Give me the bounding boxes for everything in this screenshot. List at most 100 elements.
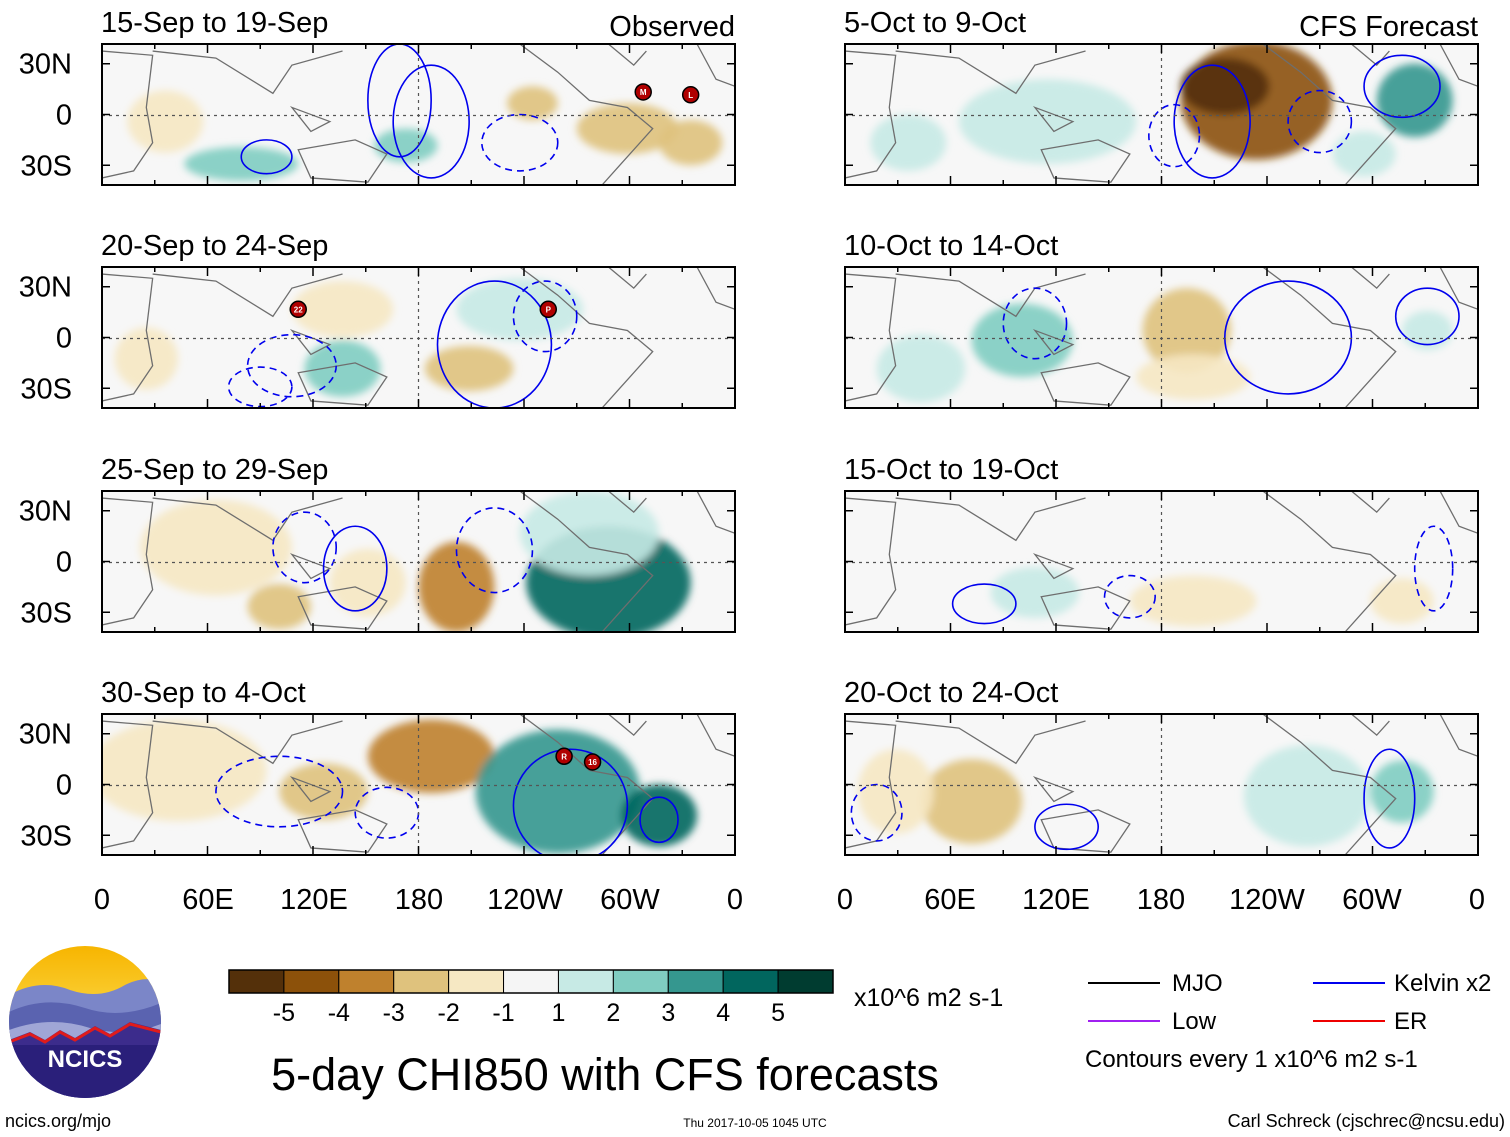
land-outline bbox=[845, 44, 1478, 185]
contour-line bbox=[1034, 803, 1100, 851]
contour-line bbox=[246, 333, 338, 398]
contour-line bbox=[272, 511, 338, 584]
panel-period: 5-Oct to 9-Oct bbox=[844, 7, 1026, 39]
legend-label: Kelvin x2 bbox=[1394, 970, 1491, 997]
storm-marker: R bbox=[555, 747, 573, 766]
colorbar-label: 3 bbox=[661, 999, 675, 1027]
colorbar-swatch bbox=[722, 969, 779, 994]
anomaly-blob bbox=[990, 567, 1080, 618]
storm-label: M bbox=[640, 88, 647, 97]
x-tick-label: 60W bbox=[600, 884, 660, 916]
storm-label: 22 bbox=[294, 305, 303, 314]
anomaly-blob bbox=[920, 759, 1023, 844]
storm-marker: P bbox=[539, 300, 558, 319]
y-tick-label: 30S bbox=[20, 150, 72, 182]
contour-line bbox=[951, 583, 1017, 625]
logo-text: NCICS bbox=[48, 1046, 123, 1073]
contour-line bbox=[481, 113, 559, 172]
map-panel: R 16 30N 0 30S 30-Sep to 4-Oct bbox=[19, 677, 736, 856]
storm-marker: 22 bbox=[289, 300, 307, 319]
anomaly-blob bbox=[870, 114, 947, 171]
colorbar-swatch bbox=[228, 969, 285, 994]
colorbar-swatch bbox=[448, 969, 505, 994]
anomaly-blob bbox=[1370, 578, 1434, 624]
map-panel: 22 P 30N 0 30S 20-Sep to 24-Sep bbox=[19, 230, 736, 409]
anomaly-blob bbox=[1136, 354, 1251, 400]
colorbar-label: -4 bbox=[328, 999, 350, 1027]
anomaly-blob bbox=[659, 120, 723, 166]
anomaly-blob bbox=[184, 146, 299, 181]
units-label: x10^6 m2 s-1 bbox=[854, 984, 1003, 1012]
anomaly-shading bbox=[139, 491, 691, 632]
anomaly-blob bbox=[374, 128, 438, 163]
land-outline bbox=[845, 491, 1478, 632]
x-tick-label: 0 bbox=[837, 884, 853, 916]
y-tick-label: 30S bbox=[20, 597, 72, 629]
anomaly-blob bbox=[1332, 131, 1396, 177]
anomaly-blob bbox=[291, 281, 394, 338]
x-tick-label: 180 bbox=[1137, 884, 1185, 916]
storm-marker: L bbox=[681, 86, 700, 104]
x-tick-label: 0 bbox=[1469, 884, 1485, 916]
contour-line bbox=[1148, 103, 1201, 168]
colorbar-label: -3 bbox=[383, 999, 405, 1027]
anomaly-blob bbox=[1376, 63, 1453, 138]
anomaly-blob bbox=[304, 340, 381, 397]
x-tick-label: 120E bbox=[280, 884, 348, 916]
anomaly-blob bbox=[958, 79, 1137, 164]
kelvin-contours bbox=[850, 748, 1416, 851]
y-tick-label: 0 bbox=[56, 547, 72, 579]
footer-timestamp: Thu 2017-10-05 1045 UTC bbox=[683, 1116, 827, 1130]
contour-line bbox=[512, 280, 578, 353]
colorbar-label: 1 bbox=[552, 999, 566, 1027]
anomaly-blob bbox=[367, 719, 495, 793]
contour-line bbox=[367, 44, 432, 158]
y-axis: 30N 0 30S bbox=[19, 496, 72, 630]
colorbar-label: 4 bbox=[716, 999, 730, 1027]
y-axis: 30N 0 30S bbox=[19, 49, 72, 183]
colorbar-swatch bbox=[777, 969, 834, 994]
contour-line bbox=[1363, 748, 1416, 849]
column-label: Observed bbox=[609, 11, 735, 43]
contour-line bbox=[512, 748, 629, 855]
x-tick-label: 60W bbox=[1342, 884, 1402, 916]
colorbar-label: 2 bbox=[606, 999, 620, 1027]
anomaly-blob bbox=[1402, 310, 1453, 351]
colorbar-swatch bbox=[667, 969, 724, 994]
anomaly-blob bbox=[507, 86, 558, 121]
panel-period: 15-Sep to 19-Sep bbox=[101, 7, 328, 39]
contour-line bbox=[1394, 287, 1460, 346]
footer-url: ncics.org/mjo bbox=[5, 1111, 111, 1131]
storm-label: L bbox=[688, 91, 693, 100]
y-tick-label: 30N bbox=[19, 496, 72, 528]
anomaly-shading bbox=[102, 719, 698, 854]
storm-label: R bbox=[561, 752, 567, 761]
storm-marker: 16 bbox=[583, 753, 602, 771]
contour-line bbox=[639, 796, 679, 844]
anomaly-blob bbox=[127, 90, 204, 153]
map-panel: M L 30N 0 30S 15-Sep to 19-Sep Observed bbox=[19, 7, 736, 186]
kelvin-contours bbox=[272, 507, 534, 612]
anomaly-shading bbox=[114, 278, 584, 397]
anomaly-blob bbox=[279, 763, 368, 820]
storm-label: P bbox=[546, 305, 552, 314]
colorbar-swatch bbox=[393, 969, 450, 994]
x-tick-label: 60E bbox=[924, 884, 976, 916]
y-axis: 30N 0 30S bbox=[19, 719, 72, 853]
anomaly-shading bbox=[876, 288, 1453, 403]
anomaly-blob bbox=[1180, 58, 1270, 115]
anomaly-shading bbox=[127, 86, 723, 181]
contour-line bbox=[215, 755, 344, 828]
y-tick-label: 0 bbox=[56, 323, 72, 355]
anomaly-blob bbox=[1142, 288, 1232, 373]
anomaly-blob bbox=[1243, 745, 1371, 847]
anomaly-blob bbox=[475, 729, 641, 854]
contour-line bbox=[455, 507, 534, 594]
x-axis-right: 0 60E 120E 180 120W 60W 0 bbox=[837, 884, 1485, 916]
panel-period: 20-Sep to 24-Sep bbox=[101, 230, 328, 262]
kelvin-contours bbox=[240, 44, 559, 179]
contour-line bbox=[1223, 280, 1353, 395]
